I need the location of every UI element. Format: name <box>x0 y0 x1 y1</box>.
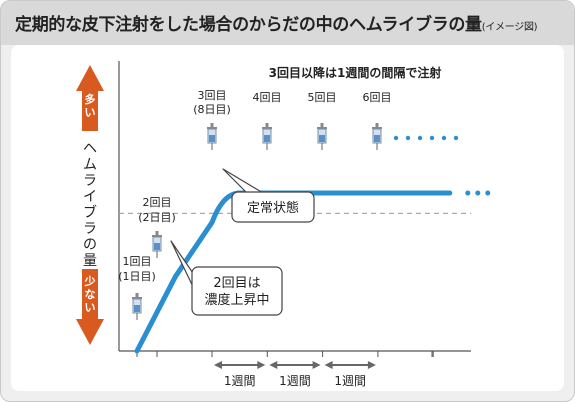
interval-1-label: 1週間 <box>279 374 311 388</box>
y-arrow-top-head <box>76 65 104 91</box>
syringe-2-icon-cap <box>152 235 162 237</box>
injection-4-label: 4回目 <box>253 91 282 104</box>
syringe-1-icon-plunger <box>135 293 139 298</box>
chart-title: 定期的な皮下注射をした場合のからだの中のヘムライブラの量(イメージ図) <box>15 10 538 35</box>
syringe-5-icon-cap <box>317 127 327 129</box>
interval-1-left-head <box>269 361 278 369</box>
callout-second-dose-text-0: 2回目は <box>213 276 260 291</box>
syringe-6-icon-liquid <box>374 135 380 142</box>
callout-steady-state-pointer <box>222 168 264 194</box>
syringe-3-icon-plunger <box>210 123 214 128</box>
y-axis-label-char-0: ヘ <box>83 141 97 157</box>
interval-2-label: 1週間 <box>334 374 366 388</box>
y-high-label-char-1: い <box>85 106 96 119</box>
y-arrow-bottom-body <box>82 269 98 321</box>
syringe-2-icon <box>152 231 162 258</box>
callout-steady-state-box-fill <box>233 193 313 221</box>
series-continuation-dot-2 <box>485 190 491 196</box>
syringe-2-icon-liquid <box>154 243 160 250</box>
syringe-1-icon-cap <box>132 297 142 299</box>
syringe-4-icon <box>262 123 272 150</box>
syringe-5-icon-plunger <box>320 123 324 128</box>
y-arrow-top-body <box>82 89 98 131</box>
syringe-3-icon <box>207 123 217 150</box>
injection-6-label: 6回目 <box>363 91 392 104</box>
y-axis-label-char-3: イ <box>83 189 97 205</box>
callout-steady-state-text-0: 定常状態 <box>247 200 299 216</box>
syringe-3-icon-cap <box>207 127 217 129</box>
interval-2-right-head <box>367 361 376 369</box>
title-bar: 定期的な皮下注射をした場合のからだの中のヘムライブラの量(イメージ図) <box>1 1 574 45</box>
injection-continuation-dot-4 <box>441 135 447 141</box>
interval-1-right-head <box>312 361 321 369</box>
injection-1-day-label: (1日目) <box>118 270 156 283</box>
y-arrow-bottom-head <box>76 319 104 345</box>
syringe-6-icon-plunger <box>375 123 379 128</box>
callout-steady-state: 定常状態 <box>222 168 315 223</box>
syringe-4-icon-cap <box>262 127 272 129</box>
syringe-1-icon-liquid <box>134 305 140 312</box>
interval-0-label: 1週間 <box>224 374 256 388</box>
syringe-3-icon-liquid <box>209 135 215 142</box>
series-continuation-dot-1 <box>475 190 481 196</box>
injection-2-label: 2回目 <box>143 196 172 209</box>
injection-3-day-label: (8日目) <box>193 103 231 116</box>
y-axis-label-char-2: ラ <box>83 173 97 189</box>
y-axis-label-char-4: ブ <box>83 204 97 221</box>
interval-2-left-head <box>324 361 333 369</box>
syringe-4-icon-liquid <box>264 135 270 142</box>
callout-second-dose-box-fill <box>193 268 281 314</box>
interval-0-right-head <box>257 361 266 369</box>
y-low-label-char-1: な <box>85 288 96 301</box>
injection-3-label: 3回目 <box>198 89 227 102</box>
injection-continuation-dot-2 <box>417 135 423 141</box>
y-high-label: 多い <box>85 92 96 119</box>
y-axis-label-char-5: ラ <box>83 221 97 237</box>
injection-1-label: 1回目 <box>123 255 152 268</box>
y-low-label-char-0: 少 <box>84 274 96 288</box>
callout-second-dose-text-1: 濃度上昇中 <box>204 292 269 308</box>
y-axis-label-char-7: 量 <box>83 253 97 269</box>
syringe-6-icon-cap <box>372 127 382 129</box>
syringe-1-icon <box>132 293 142 320</box>
syringe-5-icon-liquid <box>319 135 325 142</box>
interval-0-left-head <box>214 361 222 369</box>
syringe-2-icon-plunger <box>155 231 159 236</box>
syringe-5-icon <box>317 123 327 150</box>
injection-5-label: 5回目 <box>308 91 337 104</box>
chart-title-text: 定期的な皮下注射をした場合のからだの中のヘムライブラの量 <box>15 15 482 35</box>
syringe-6-icon <box>372 123 382 150</box>
interval-note: 3回目以降は1週間の間隔で注射 <box>269 65 442 80</box>
injection-2-day-label: (2日目) <box>138 211 176 224</box>
y-low-label-char-2: い <box>85 301 96 314</box>
injection-continuation-dot-5 <box>453 135 459 141</box>
y-axis-label: ヘムライブラの量 <box>83 141 97 269</box>
chart-subtitle: (イメージ図) <box>481 22 538 33</box>
y-axis-label-char-1: ム <box>83 157 97 173</box>
injection-continuation-dot-0 <box>393 135 399 141</box>
syringe-4-icon-plunger <box>265 123 269 128</box>
y-axis-label-char-6: の <box>83 237 97 253</box>
series-continuation-dot-0 <box>465 190 471 196</box>
injection-continuation-dot-3 <box>429 135 435 141</box>
injection-continuation-dot-1 <box>405 135 411 141</box>
y-high-label-char-0: 多 <box>85 92 96 106</box>
y-low-label: 少ない <box>84 274 96 314</box>
